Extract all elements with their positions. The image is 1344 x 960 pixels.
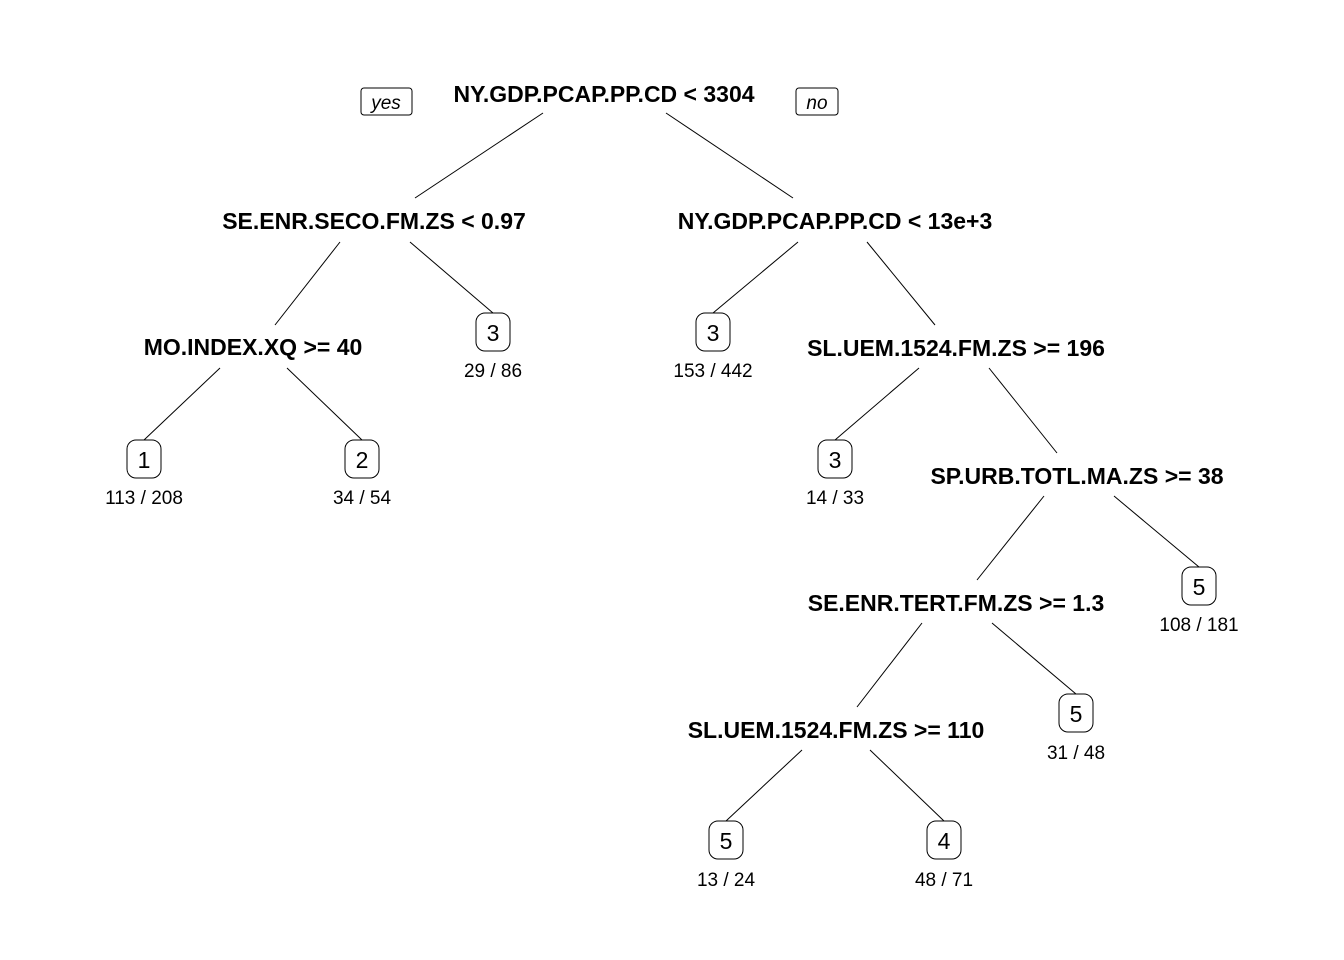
leaf-node: 5 108 / 181 — [1159, 566, 1239, 636]
leaf-nodes: 1 113 / 208 2 34 / 54 3 29 / 86 3 153 / … — [105, 312, 1239, 891]
leaf-node: 4 48 / 71 — [915, 820, 973, 891]
edge — [143, 367, 221, 441]
edge — [725, 749, 803, 822]
edge — [414, 112, 544, 199]
leaf-count: 108 / 181 — [1159, 615, 1238, 636]
leaf-box — [475, 312, 511, 352]
leaf-class: 5 — [1070, 701, 1083, 727]
leaf-count: 14 / 33 — [806, 488, 864, 509]
split-node: SL.UEM.1524.FM.ZS >= 196 — [807, 335, 1105, 361]
edge — [988, 367, 1058, 454]
leaf-node: 3 153 / 442 — [673, 312, 753, 382]
leaf-class: 3 — [487, 320, 500, 346]
leaf-box — [817, 439, 853, 479]
leaf-box — [1181, 566, 1217, 606]
leaf-box — [126, 439, 162, 479]
leaf-class: 1 — [138, 447, 151, 473]
split-node-root: NY.GDP.PCAP.PP.CD < 3304 — [453, 81, 754, 107]
split-node: MO.INDEX.XQ >= 40 — [144, 334, 363, 360]
leaf-class: 2 — [356, 447, 369, 473]
edge — [991, 622, 1077, 695]
leaf-class: 3 — [707, 320, 720, 346]
edge — [286, 367, 363, 441]
no-tag-box — [795, 87, 839, 116]
leaf-box — [695, 312, 731, 352]
split-node: SP.URB.TOTL.MA.ZS >= 38 — [930, 463, 1223, 489]
leaf-count: 113 / 208 — [105, 488, 183, 509]
split-node: SE.ENR.TERT.FM.ZS >= 1.3 — [808, 590, 1105, 616]
leaf-count: 29 / 86 — [464, 361, 522, 382]
leaf-count: 13 / 24 — [697, 870, 756, 891]
leaf-class: 3 — [829, 447, 842, 473]
edge — [274, 241, 341, 326]
yes-tag-label: yes — [369, 93, 401, 114]
leaf-node: 2 34 / 54 — [333, 439, 392, 509]
edge — [856, 622, 923, 708]
edge — [409, 241, 494, 314]
leaf-node: 3 29 / 86 — [464, 312, 522, 382]
edge — [869, 749, 945, 822]
split-node: SE.ENR.SECO.FM.ZS < 0.97 — [222, 208, 526, 234]
leaf-node: 1 113 / 208 — [105, 439, 183, 509]
yes-tag-box — [360, 87, 413, 116]
leaf-count: 48 / 71 — [915, 870, 973, 891]
no-tag: no — [795, 87, 839, 116]
split-nodes: NY.GDP.PCAP.PP.CD < 3304 SE.ENR.SECO.FM.… — [144, 81, 1224, 743]
leaf-node: 3 14 / 33 — [806, 439, 864, 509]
tree-edges — [143, 112, 1200, 822]
leaf-box — [344, 439, 380, 479]
leaf-count: 34 / 54 — [333, 488, 392, 509]
edge — [834, 367, 920, 441]
edge — [712, 241, 799, 314]
no-tag-label: no — [806, 93, 827, 114]
edge — [866, 241, 936, 326]
yes-tag: yes — [360, 87, 413, 116]
leaf-node: 5 13 / 24 — [697, 820, 756, 891]
edge — [1113, 495, 1200, 568]
leaf-node: 5 31 / 48 — [1047, 693, 1105, 764]
leaf-count: 31 / 48 — [1047, 743, 1105, 764]
leaf-box — [926, 820, 962, 860]
leaf-box — [1058, 693, 1094, 733]
edge — [665, 112, 794, 199]
leaf-class: 5 — [720, 828, 733, 854]
edge — [976, 495, 1045, 581]
leaf-class: 5 — [1193, 574, 1206, 600]
leaf-class: 4 — [938, 828, 951, 854]
leaf-box — [708, 820, 744, 860]
leaf-count: 153 / 442 — [673, 361, 752, 382]
split-node: NY.GDP.PCAP.PP.CD < 13e+3 — [678, 208, 993, 234]
split-node: SL.UEM.1524.FM.ZS >= 110 — [688, 717, 985, 743]
